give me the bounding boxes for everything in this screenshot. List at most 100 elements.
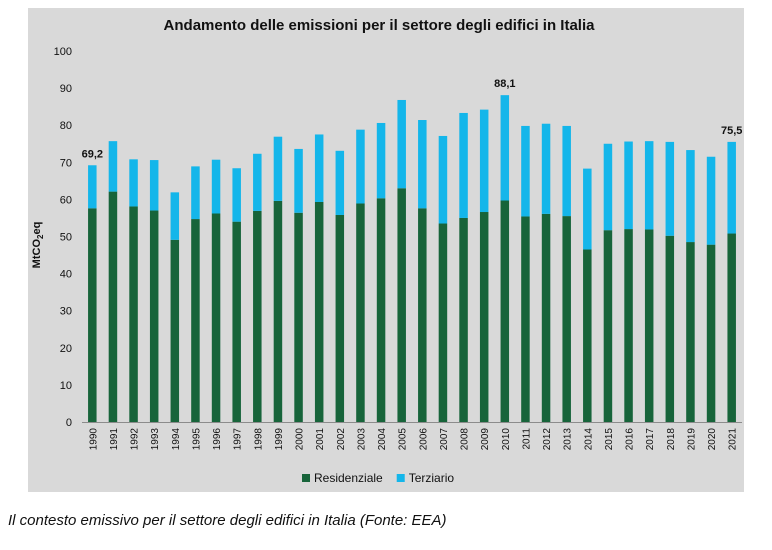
bar-residenziale-2000 [294, 212, 303, 422]
bar-residenziale-2016 [624, 229, 633, 422]
bar-residenziale-1997 [232, 221, 241, 422]
bar-residenziale-1993 [149, 210, 159, 422]
legend-label: Terziario [409, 471, 455, 485]
x-tick-label: 2007 [439, 428, 450, 451]
bar-terziario-2003 [356, 129, 365, 204]
x-tick-label: 1991 [109, 428, 120, 451]
bar-residenziale-1998 [253, 210, 262, 422]
bar-terziario-2008 [459, 112, 468, 218]
bars [88, 95, 736, 422]
bar-residenziale-1996 [211, 213, 221, 422]
y-tick-label: 20 [60, 343, 72, 355]
x-tick-label: 2013 [563, 428, 574, 451]
legend-swatch-residenziale [302, 474, 310, 482]
bar-terziario-1991 [108, 141, 118, 192]
bar-residenziale-2004 [376, 198, 386, 422]
bar-residenziale-1990 [88, 208, 97, 422]
x-tick-label: 2002 [336, 428, 347, 451]
bar-residenziale-2010 [500, 200, 510, 422]
bar-residenziale-2013 [562, 216, 571, 422]
y-tick-label: 10 [60, 380, 72, 392]
y-tick-label: 0 [66, 417, 72, 429]
bar-terziario-1992 [129, 159, 138, 207]
bar-terziario-2010 [500, 95, 510, 201]
bar-residenziale-2001 [314, 202, 324, 422]
x-axis-ticks: 1990 1991 1992 1993 1994 1995 1996 1997 1998 1999… [88, 428, 738, 451]
bar-terziario-1998 [253, 153, 262, 211]
x-tick-label: 2004 [377, 428, 388, 451]
y-axis-label: MtCO2eq [31, 222, 45, 269]
bar-terziario-2018 [665, 141, 675, 236]
bar-residenziale-2017 [644, 229, 654, 422]
bar-residenziale-2002 [335, 214, 345, 422]
y-tick-label: 30 [60, 306, 72, 318]
x-tick-label: 2010 [501, 428, 512, 451]
bar-residenziale-2007 [438, 223, 448, 422]
y-tick-label: 90 [60, 83, 72, 95]
bar-terziario-1999 [273, 136, 283, 201]
bar-terziario-2020 [706, 156, 716, 245]
chart-panel: Andamento delle emissioni per il settore… [28, 8, 744, 492]
data-label: 88,1 [494, 78, 515, 90]
bar-residenziale-1999 [273, 200, 283, 422]
bar-terziario-1990 [88, 165, 97, 209]
bar-residenziale-1994 [170, 239, 180, 422]
bar-residenziale-2011 [521, 216, 530, 422]
y-tick-label: 40 [60, 269, 72, 281]
x-tick-label: 1994 [171, 428, 182, 451]
x-tick-label: 1993 [150, 428, 161, 451]
bar-terziario-2012 [541, 123, 551, 214]
x-tick-label: 2019 [686, 428, 697, 451]
bar-terziario-2005 [397, 99, 406, 189]
bar-terziario-2019 [686, 150, 695, 243]
bar-terziario-1993 [149, 160, 159, 211]
bar-residenziale-2018 [665, 235, 675, 422]
bar-terziario-2009 [479, 109, 489, 213]
bar-residenziale-2021 [727, 233, 736, 422]
bar-residenziale-2006 [418, 208, 427, 422]
x-tick-label: 2005 [398, 428, 409, 451]
bar-residenziale-2014 [583, 249, 592, 422]
y-tick-label: 100 [54, 46, 72, 58]
y-axis-ticks: 0 10 20 30 40 50 60 70 80 90 100 [54, 46, 72, 429]
x-tick-label: 2012 [542, 428, 553, 451]
bar-terziario-1996 [211, 159, 221, 214]
bar-residenziale-2020 [706, 244, 716, 422]
bar-residenziale-2019 [686, 242, 695, 422]
x-tick-label: 2020 [707, 428, 718, 451]
bar-terziario-2004 [376, 122, 386, 199]
x-tick-label: 1998 [253, 428, 264, 451]
x-tick-label: 2000 [295, 428, 306, 451]
bar-terziario-2011 [521, 125, 530, 217]
y-tick-label: 80 [60, 120, 72, 132]
bar-terziario-2015 [603, 143, 613, 231]
bar-terziario-2017 [644, 141, 654, 230]
bar-terziario-1995 [191, 166, 200, 220]
bar-residenziale-2015 [603, 230, 613, 422]
x-tick-label: 1992 [130, 428, 141, 451]
bar-terziario-2014 [583, 168, 592, 250]
x-tick-label: 2003 [356, 428, 367, 451]
bar-residenziale-2008 [459, 217, 468, 422]
x-tick-label: 1995 [191, 428, 202, 451]
x-tick-label: 2014 [583, 428, 594, 451]
x-tick-label: 1990 [88, 428, 99, 451]
x-tick-label: 1996 [212, 428, 223, 451]
data-labels: 69,2 88,1 75,5 [82, 78, 743, 160]
bar-terziario-2006 [418, 120, 427, 209]
legend: Residenziale Terziario [302, 471, 454, 485]
bar-residenziale-1991 [108, 191, 118, 422]
x-tick-label: 2011 [521, 428, 532, 450]
bar-terziario-2021 [727, 141, 736, 234]
bar-terziario-1994 [170, 192, 180, 240]
x-tick-label: 2001 [315, 428, 326, 451]
x-tick-label: 2017 [645, 428, 656, 451]
bar-terziario-2001 [314, 134, 324, 202]
bar-residenziale-1995 [191, 219, 200, 422]
bar-residenziale-1992 [129, 206, 138, 422]
bar-terziario-2002 [335, 150, 345, 215]
bar-residenziale-2012 [541, 213, 551, 422]
x-tick-label: 2015 [604, 428, 615, 451]
x-tick-label: 1997 [233, 428, 244, 451]
figure-caption: Il contesto emissivo per il settore degl… [8, 512, 447, 529]
